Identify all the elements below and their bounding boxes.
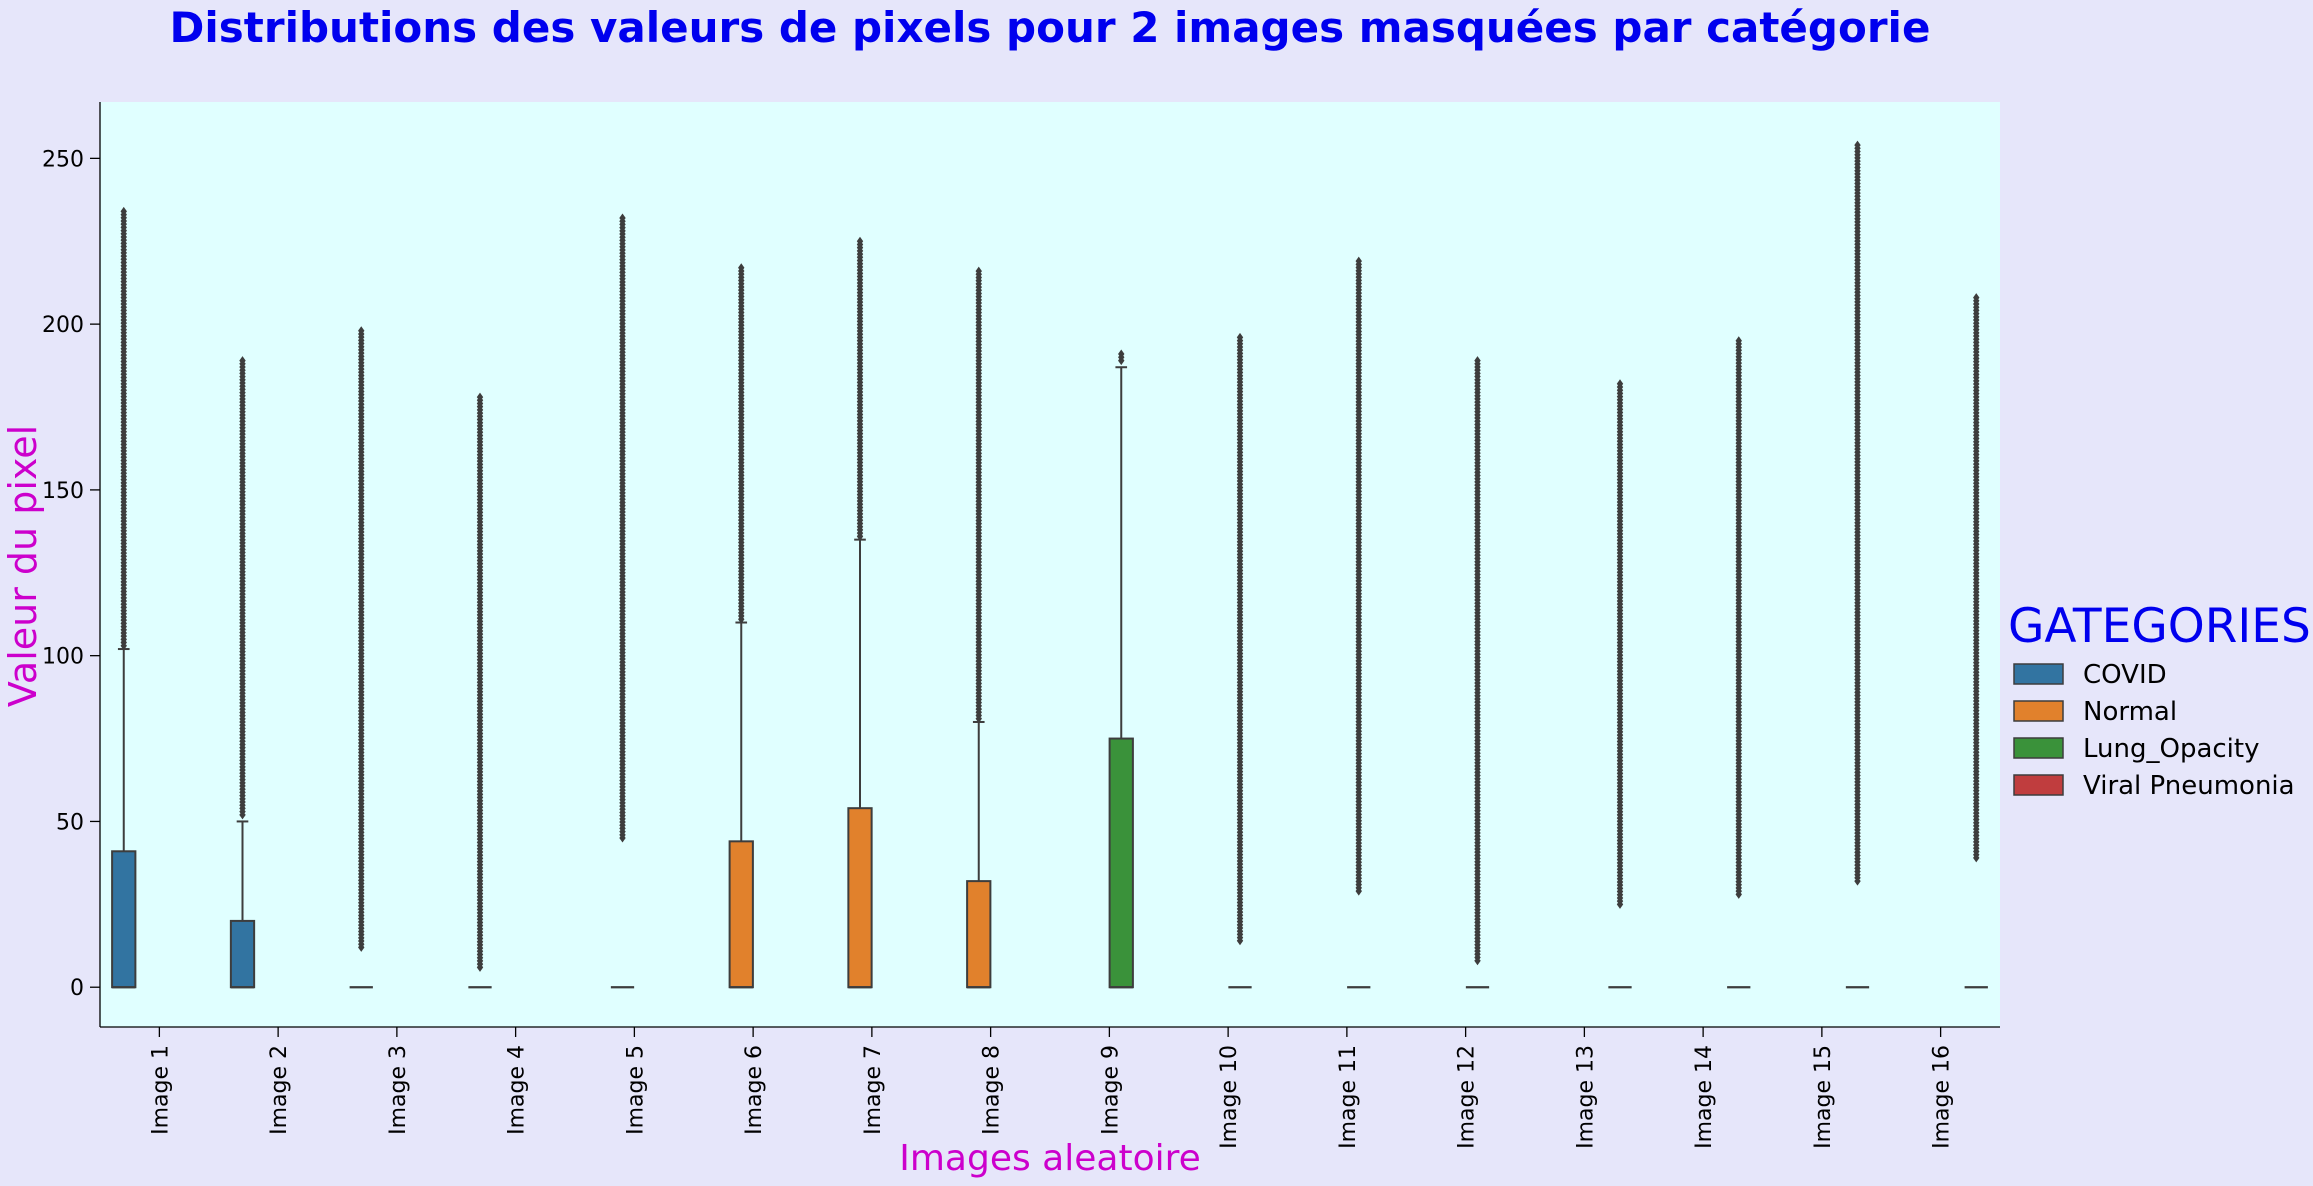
outlier-markers — [1616, 379, 1624, 909]
x-tick-label: Image 5 — [623, 1045, 648, 1135]
box-image-6 — [728, 263, 754, 989]
x-tick-label: Image 4 — [505, 1045, 530, 1135]
outlier-markers — [975, 266, 982, 724]
x-axis-label: Images aleatoire — [899, 1138, 1201, 1179]
legend-entry: Lung_Opacity — [2013, 734, 2260, 764]
x-tick-label: Image 8 — [980, 1045, 1005, 1135]
x-tick-label: Image 2 — [267, 1045, 292, 1135]
outlier-markers — [1236, 332, 1244, 946]
box-image-4 — [468, 392, 492, 989]
x-tick-label: Image 7 — [861, 1045, 886, 1135]
legend-title: GATEGORIES — [2008, 599, 2311, 654]
outlier-markers — [619, 213, 626, 843]
y-tick-label: 100 — [42, 645, 84, 670]
box-image-5 — [610, 213, 635, 989]
outlier-markers — [738, 263, 745, 624]
outlier-markers — [1973, 293, 1980, 863]
x-tick-label: Image 16 — [1930, 1045, 1955, 1149]
legend-label: Normal — [2083, 697, 2177, 727]
legend-label: Viral Pneumonia — [2083, 771, 2295, 801]
x-tick-label: Image 3 — [386, 1045, 411, 1135]
box-body — [728, 840, 754, 989]
x-tick-label: Image 14 — [1692, 1045, 1717, 1149]
outlier-markers — [358, 326, 365, 952]
x-tick-label: Image 12 — [1455, 1045, 1480, 1149]
box-body — [847, 807, 873, 989]
outlier-markers — [1355, 256, 1362, 896]
outlier-markers — [856, 236, 864, 541]
y-tick-label: 150 — [42, 479, 84, 504]
box-image-9 — [1108, 349, 1134, 989]
x-tick-label: Image 13 — [1573, 1045, 1598, 1149]
legend-entry: Normal — [2013, 697, 2177, 727]
box-image-8 — [966, 266, 992, 989]
x-tick-label: Image 15 — [1811, 1045, 1836, 1149]
legend-label: COVID — [2083, 660, 2167, 690]
box-image-3 — [349, 326, 373, 989]
legend-swatch — [2013, 700, 2064, 722]
outlier-markers — [239, 356, 246, 820]
y-tick-label: 200 — [42, 313, 84, 338]
legend-swatch — [2013, 737, 2064, 759]
x-ticks: Image 1 Image 2 Image 3 Image 4 Image 5 Image… — [148, 1027, 1955, 1149]
box-image-12 — [1465, 356, 1490, 989]
box-image-10 — [1228, 332, 1252, 989]
outlier-markers — [120, 206, 127, 651]
outlier-markers — [1118, 349, 1125, 366]
box-image-14 — [1727, 336, 1751, 989]
plot-area — [100, 102, 2000, 1027]
box-image-1 — [111, 206, 137, 989]
x-tick-label: Image 10 — [1217, 1045, 1242, 1149]
legend-label: Lung_Opacity — [2083, 734, 2260, 764]
legend-entry: Viral Pneumonia — [2013, 771, 2295, 801]
y-tick-label: 0 — [70, 976, 84, 1001]
box-image-7 — [847, 236, 873, 989]
y-tick-label: 250 — [42, 147, 84, 172]
x-tick-label: Image 1 — [148, 1045, 173, 1135]
legend-entry: COVID — [2013, 660, 2167, 690]
box-image-11 — [1347, 256, 1371, 989]
box-image-16 — [1964, 293, 1988, 989]
box-body — [1108, 737, 1134, 989]
y-tick-label: 50 — [56, 810, 84, 835]
x-tick-label: Image 6 — [742, 1045, 767, 1135]
y-ticks: 0 50 100 150 200 250 — [42, 147, 100, 1001]
legend-swatch — [2013, 774, 2064, 796]
outlier-markers — [476, 392, 484, 972]
box-body — [229, 919, 256, 989]
legend-swatch — [2013, 663, 2064, 685]
x-tick-label: Image 9 — [1098, 1045, 1123, 1135]
plot-marks — [111, 140, 1988, 989]
box-body — [111, 850, 137, 989]
box-image-15 — [1845, 140, 1870, 989]
legend: GATEGORIES COVID Normal Lung_Opacity Viral … — [2008, 599, 2311, 801]
box-image-2 — [229, 356, 256, 989]
box-body — [966, 880, 992, 989]
chart-title: Distributions des valeurs de pixels pour… — [170, 3, 1931, 52]
box-image-13 — [1608, 379, 1632, 989]
outlier-markers — [1854, 140, 1861, 886]
outlier-markers — [1735, 336, 1742, 899]
outlier-markers — [1474, 356, 1481, 966]
x-tick-label: Image 11 — [1336, 1045, 1361, 1149]
y-axis-label: Valeur du pixel — [1, 425, 45, 707]
